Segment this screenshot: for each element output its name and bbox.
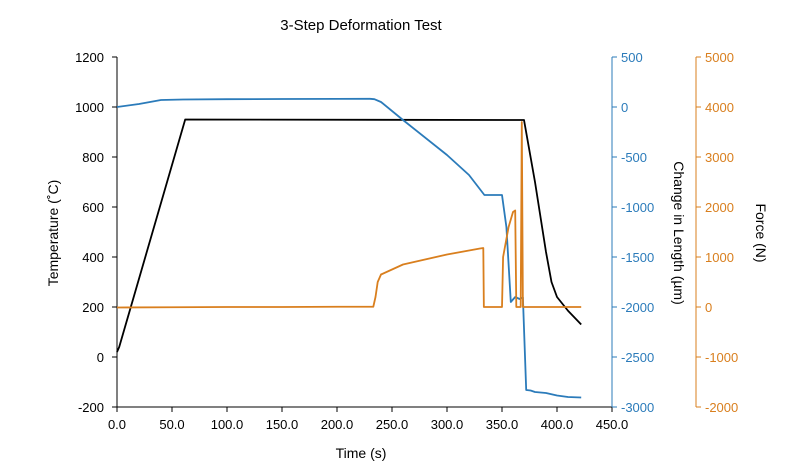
- y-tick-label-length: -2500: [621, 350, 654, 365]
- x-tick-label: 350.0: [486, 417, 519, 432]
- y-axis-label-length: Change in Length (µm): [671, 161, 687, 304]
- y-tick-label-force: -1000: [705, 350, 738, 365]
- y-axis-label-temperature: Temperature (˚C): [45, 180, 61, 287]
- x-axis-label: Time (s): [336, 445, 387, 461]
- y-tick-label-force: 5000: [705, 50, 734, 65]
- series-line-force: [116, 121, 582, 309]
- y-tick-label-length: -1000: [621, 200, 654, 215]
- y-tick-label-length: -500: [621, 150, 647, 165]
- y-tick-label-length: -1500: [621, 250, 654, 265]
- x-tick-label: 200.0: [321, 417, 354, 432]
- y-tick-label-length: -3000: [621, 400, 654, 415]
- y-tick-label-temp: 0: [97, 350, 104, 365]
- series-line-length: [116, 97, 582, 399]
- y-tick-label-temp: 800: [82, 150, 104, 165]
- y-tick-label-force: 1000: [705, 250, 734, 265]
- y-tick-label-temp: -200: [78, 400, 104, 415]
- y-tick-label-temp: 600: [82, 200, 104, 215]
- x-tick-label: 100.0: [211, 417, 244, 432]
- y-tick-label-force: -2000: [705, 400, 738, 415]
- y-tick-label-force: 2000: [705, 200, 734, 215]
- axes-layer: 0.0 50.0 100.0 150.0 200.0 250.0 300.0 350.0 400…: [75, 50, 738, 432]
- series-line-temp: [116, 118, 582, 353]
- x-tick-label: 400.0: [541, 417, 574, 432]
- x-tick-label: 250.0: [376, 417, 409, 432]
- y-tick-label-length: 0: [621, 100, 628, 115]
- x-tick-label: 300.0: [431, 417, 464, 432]
- y-tick-label-temp: 400: [82, 250, 104, 265]
- y-tick-label-temp: 1000: [75, 100, 104, 115]
- x-tick-label: 450.0: [596, 417, 629, 432]
- x-tick-label: 150.0: [266, 417, 299, 432]
- y-tick-label-temp: 1200: [75, 50, 104, 65]
- series-layer: [116, 97, 582, 399]
- y-tick-label-length: -2000: [621, 300, 654, 315]
- y-tick-label-temp: 200: [82, 300, 104, 315]
- y-tick-label-length: 500: [621, 50, 643, 65]
- y-axis-label-force: Force (N): [753, 203, 769, 262]
- chart-title: 3-Step Deformation Test: [280, 17, 442, 34]
- y-tick-label-force: 4000: [705, 100, 734, 115]
- x-tick-label: 50.0: [159, 417, 184, 432]
- y-tick-label-force: 3000: [705, 150, 734, 165]
- x-tick-label: 0.0: [108, 417, 126, 432]
- y-tick-label-force: 0: [705, 300, 712, 315]
